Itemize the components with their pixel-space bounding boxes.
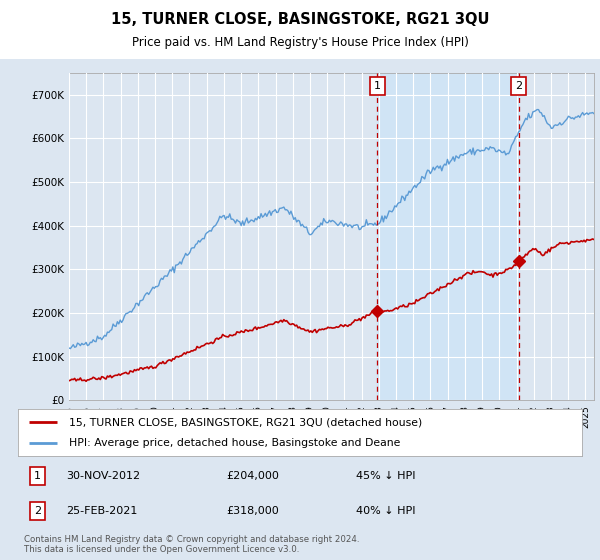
Text: HPI: Average price, detached house, Basingstoke and Deane: HPI: Average price, detached house, Basi…	[69, 438, 400, 448]
Text: 45% ↓ HPI: 45% ↓ HPI	[356, 471, 416, 481]
Text: 1: 1	[374, 81, 381, 91]
Text: Contains HM Land Registry data © Crown copyright and database right 2024.
This d: Contains HM Land Registry data © Crown c…	[24, 535, 359, 554]
Text: 15, TURNER CLOSE, BASINGSTOKE, RG21 3QU: 15, TURNER CLOSE, BASINGSTOKE, RG21 3QU	[111, 12, 489, 27]
Text: 2: 2	[34, 506, 41, 516]
Text: 1: 1	[34, 471, 41, 481]
Text: 40% ↓ HPI: 40% ↓ HPI	[356, 506, 416, 516]
Text: £204,000: £204,000	[227, 471, 280, 481]
Text: £318,000: £318,000	[227, 506, 280, 516]
Text: 15, TURNER CLOSE, BASINGSTOKE, RG21 3QU (detached house): 15, TURNER CLOSE, BASINGSTOKE, RG21 3QU …	[69, 417, 422, 427]
Bar	[377, 73, 518, 400]
Text: 25-FEB-2021: 25-FEB-2021	[66, 506, 137, 516]
Text: 30-NOV-2012: 30-NOV-2012	[66, 471, 140, 481]
Text: 2: 2	[515, 81, 522, 91]
Text: Price paid vs. HM Land Registry's House Price Index (HPI): Price paid vs. HM Land Registry's House …	[131, 36, 469, 49]
